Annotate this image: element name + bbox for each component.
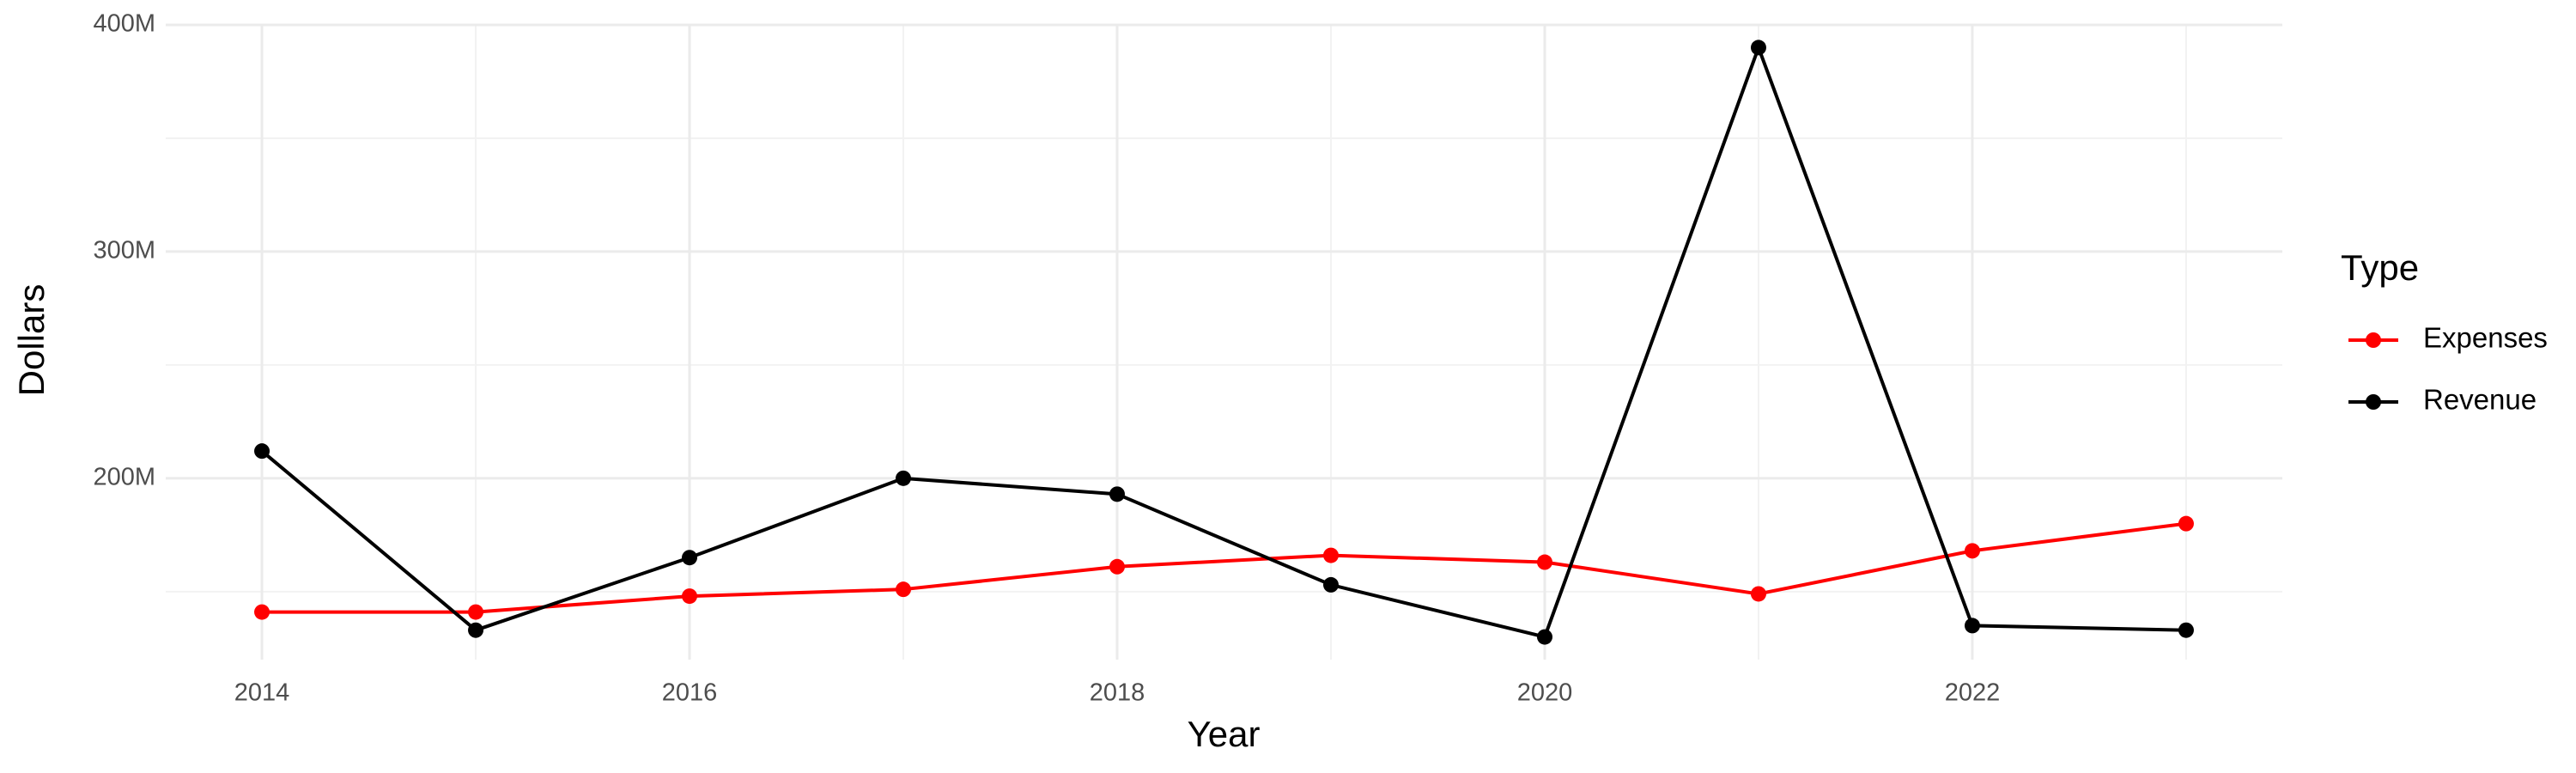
data-point: [1322, 576, 1339, 593]
x-tick-label: 2014: [234, 679, 290, 707]
legend-key: [2366, 332, 2381, 348]
data-point: [1109, 486, 1126, 502]
legend-entry: Revenue: [2423, 384, 2537, 416]
series-line: [262, 521, 2187, 614]
x-tick-label: 2018: [1090, 679, 1145, 707]
y-tick-label: 200M: [93, 464, 155, 491]
legend-title: Type: [2341, 247, 2419, 288]
data-point: [468, 622, 484, 638]
data-point: [254, 604, 270, 620]
data-point: [1109, 558, 1126, 575]
data-point: [1536, 629, 1552, 645]
data-point: [896, 470, 912, 486]
data-point: [682, 550, 698, 566]
x-tick-label: 2016: [662, 679, 718, 707]
legend-entry: Expenses: [2423, 322, 2548, 354]
data-point: [1750, 40, 1766, 56]
x-tick-label: 2022: [1945, 679, 2001, 707]
y-axis-title: Dollars: [11, 284, 52, 397]
data-point: [468, 604, 484, 620]
data-point: [1536, 554, 1552, 570]
legend-key: [2366, 394, 2381, 410]
x-tick-label: 2020: [1517, 679, 1573, 707]
x-axis-title: Year: [1188, 714, 1261, 754]
series-line: [260, 42, 2186, 639]
data-point: [1964, 543, 1980, 559]
data-point: [1964, 618, 1980, 634]
data-point: [2178, 622, 2194, 638]
data-point: [2178, 515, 2194, 532]
y-tick-label: 400M: [93, 10, 155, 38]
data-point: [254, 443, 270, 460]
data-point: [1322, 547, 1339, 563]
data-point: [1750, 586, 1766, 602]
y-tick-label: 300M: [93, 237, 155, 265]
data-point: [896, 581, 912, 598]
data-point: [682, 588, 698, 605]
